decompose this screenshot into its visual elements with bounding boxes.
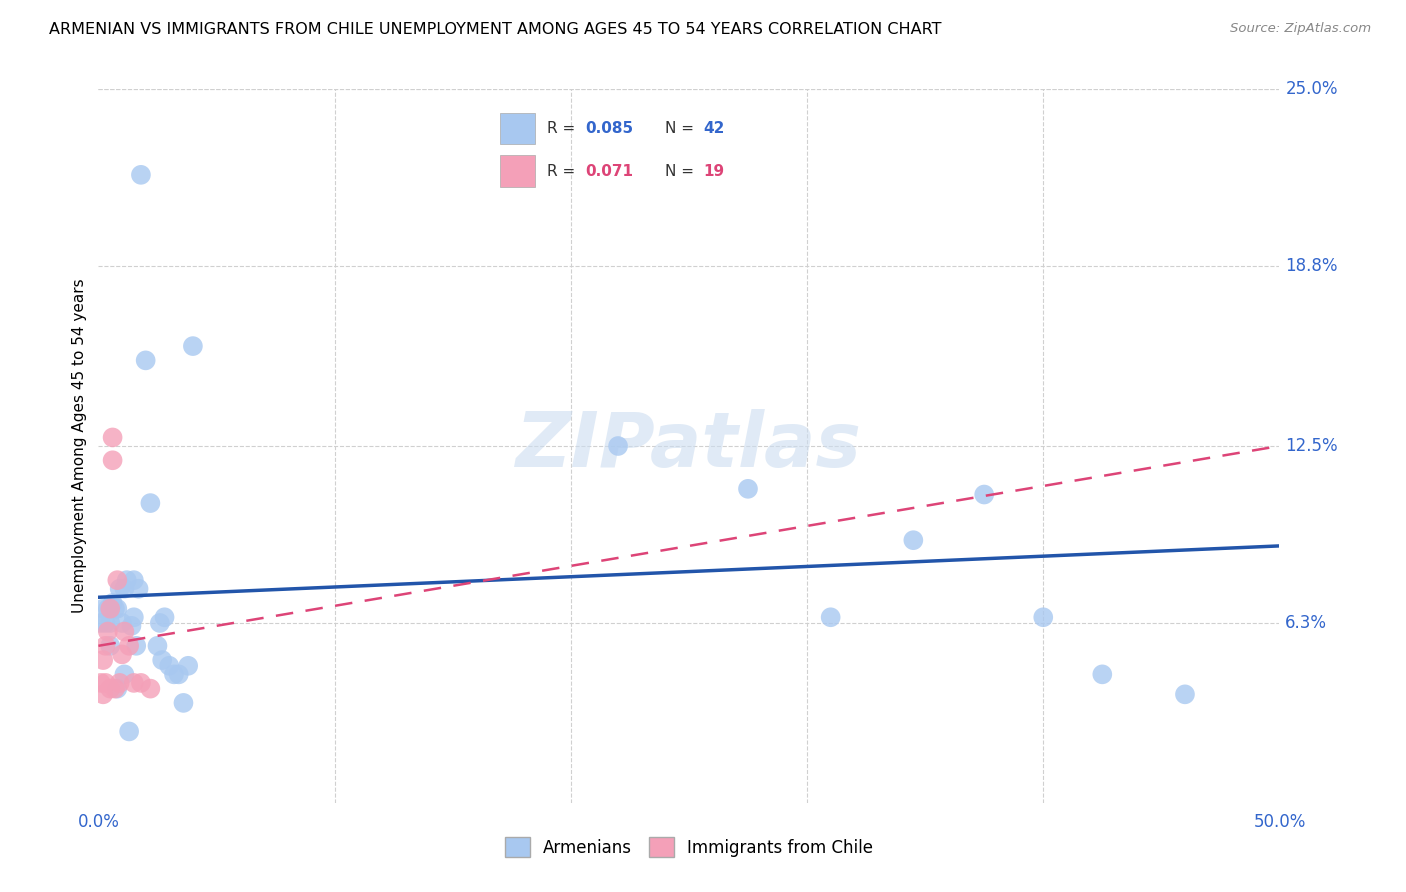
Point [105, 681, 128, 696]
Point [105, 573, 128, 587]
Point [139, 681, 162, 696]
Point [104, 681, 127, 696]
Point [1091, 667, 1114, 681]
Point [129, 676, 152, 690]
Point [112, 624, 135, 639]
Point [139, 496, 162, 510]
Point [128, 582, 150, 596]
Point [98, 681, 121, 696]
Point [91, 601, 114, 615]
Legend: Armenians, Immigrants from Chile: Armenians, Immigrants from Chile [496, 829, 882, 866]
Point [149, 615, 172, 630]
Point [163, 667, 186, 681]
Point [94, 676, 117, 690]
Point [104, 601, 127, 615]
Point [91, 687, 114, 701]
Point [101, 453, 124, 467]
Point [177, 658, 200, 673]
Text: 12.5%: 12.5% [1285, 437, 1339, 455]
Point [181, 339, 204, 353]
Point [157, 658, 180, 673]
Text: 25.0%: 25.0% [1285, 80, 1339, 98]
Point [122, 676, 145, 690]
Point [135, 353, 157, 368]
Point [112, 667, 135, 681]
Point [108, 582, 131, 596]
Point [98, 639, 121, 653]
Point [607, 439, 630, 453]
Text: ZIPatlas: ZIPatlas [516, 409, 862, 483]
Point [90, 676, 112, 690]
Point [101, 596, 124, 610]
Point [129, 168, 152, 182]
Point [973, 487, 995, 501]
Point [121, 619, 143, 633]
Point [122, 610, 145, 624]
Point [903, 533, 925, 548]
Point [118, 639, 141, 653]
Point [97, 601, 120, 615]
Point [91, 653, 114, 667]
Point [153, 610, 176, 624]
Point [111, 615, 134, 630]
Point [167, 667, 190, 681]
Text: 18.8%: 18.8% [1285, 257, 1339, 275]
Point [115, 573, 138, 587]
Point [1174, 687, 1197, 701]
Text: Source: ZipAtlas.com: Source: ZipAtlas.com [1230, 22, 1371, 36]
Point [97, 624, 120, 639]
Point [172, 696, 194, 710]
Point [98, 615, 121, 630]
Text: ARMENIAN VS IMMIGRANTS FROM CHILE UNEMPLOYMENT AMONG AGES 45 TO 54 YEARS CORRELA: ARMENIAN VS IMMIGRANTS FROM CHILE UNEMPL… [49, 22, 942, 37]
Point [737, 482, 759, 496]
Point [1032, 610, 1054, 624]
Point [118, 724, 141, 739]
Point [146, 639, 169, 653]
Point [90, 615, 112, 630]
Point [108, 676, 131, 690]
Point [105, 601, 128, 615]
Point [112, 582, 135, 596]
Point [101, 430, 124, 444]
Point [94, 639, 117, 653]
Point [820, 610, 842, 624]
Point [150, 653, 173, 667]
Point [122, 573, 145, 587]
Point [98, 601, 121, 615]
Y-axis label: Unemployment Among Ages 45 to 54 years: Unemployment Among Ages 45 to 54 years [72, 278, 87, 614]
Point [111, 648, 134, 662]
Point [94, 615, 117, 630]
Point [125, 639, 148, 653]
Text: 6.3%: 6.3% [1285, 614, 1327, 632]
